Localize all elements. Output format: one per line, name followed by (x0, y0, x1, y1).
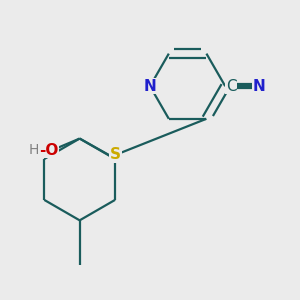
Text: N: N (144, 79, 156, 94)
Text: C: C (226, 79, 236, 94)
Text: -O: -O (39, 142, 58, 158)
Text: H: H (29, 143, 39, 157)
Text: S: S (110, 147, 121, 162)
Text: N: N (253, 79, 265, 94)
